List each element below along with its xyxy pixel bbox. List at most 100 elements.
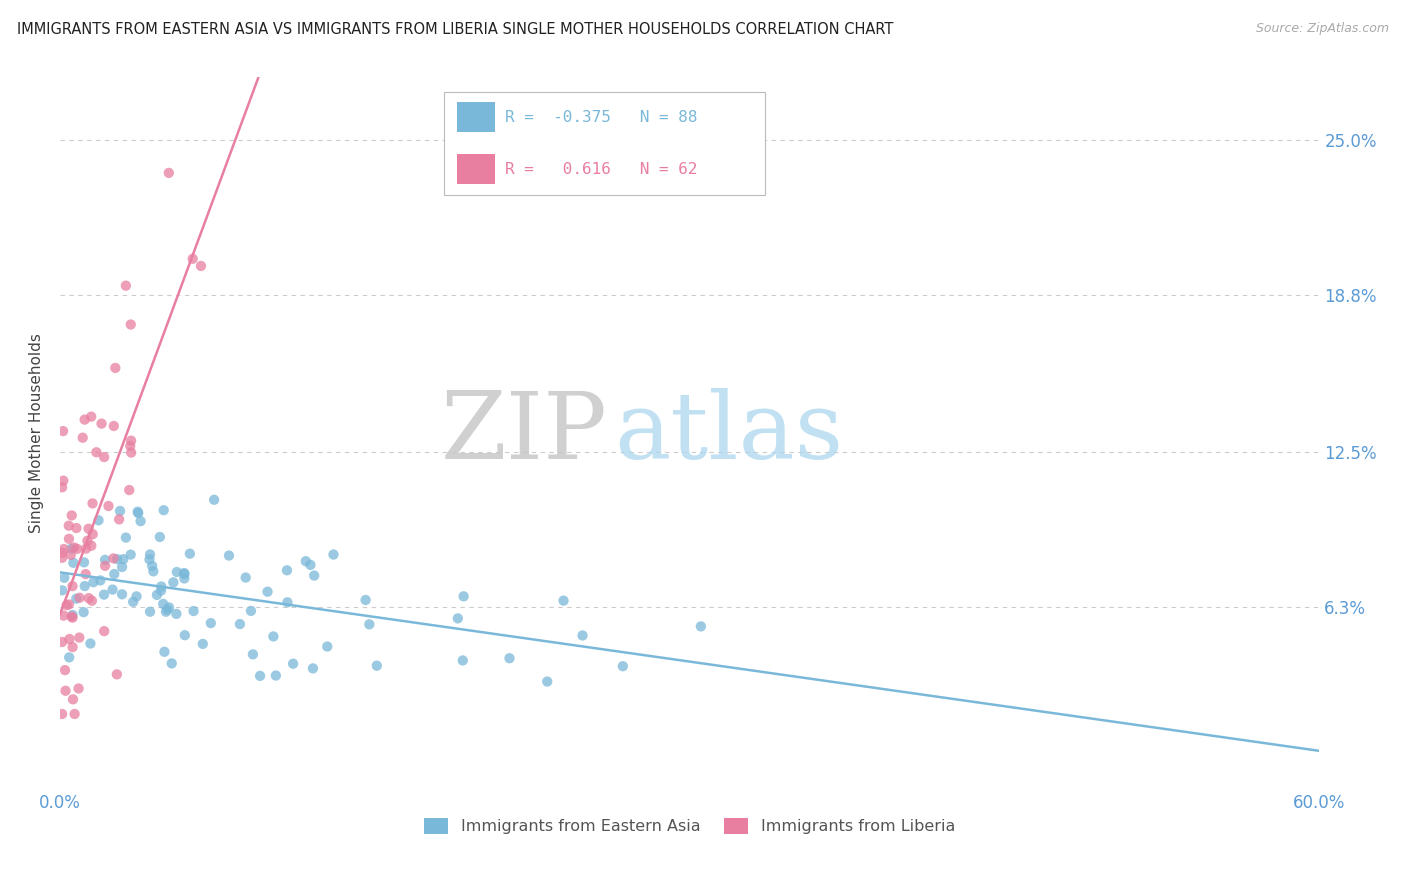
Point [75,541,97,556]
Text: IMMIGRANTS FROM EASTERN ASIA VS IMMIGRANTS FROM LIBERIA SINGLE MOTHER HOUSEHOLDS: IMMIGRANTS FROM EASTERN ASIA VS IMMIGRAN… [17,22,893,37]
Point [162,575,184,590]
Point [63,706,86,721]
Y-axis label: Single Mother Households: Single Mother Households [30,334,44,533]
Point [152,503,174,517]
Point [451,653,474,667]
Point [67,681,90,696]
Point [157,600,180,615]
Point [80,593,103,607]
Point [53,571,76,585]
Point [103,567,125,582]
Point [103,419,125,434]
FancyBboxPatch shape [457,154,495,184]
Point [51,480,73,494]
Point [52,474,75,488]
Point [58,598,80,612]
Point [141,558,163,573]
Point [256,584,278,599]
Point [122,595,145,609]
Point [173,566,195,581]
Point [105,552,128,566]
Point [142,565,165,579]
Point [120,434,142,448]
Point [55,683,77,698]
Point [108,512,131,526]
Point [82,496,104,510]
Text: R =  -0.375   N = 88: R = -0.375 N = 88 [505,110,697,125]
Point [93,588,115,602]
Point [77,522,100,536]
Point [94,558,117,573]
Point [153,645,176,659]
Point [82,527,104,541]
Point [498,651,520,665]
Point [165,607,187,621]
Point [242,648,264,662]
Point [51,635,73,649]
Point [359,617,381,632]
Point [76,533,98,548]
Point [156,602,179,616]
Point [89,574,111,588]
Point [179,547,201,561]
Text: ZIP: ZIP [441,388,607,478]
Point [66,541,89,556]
Point [218,549,240,563]
Point [173,628,195,642]
Point [173,566,195,580]
Point [276,563,298,577]
Point [80,539,103,553]
Point [295,554,318,568]
Point [200,616,222,631]
Point [115,531,138,545]
Point [157,166,180,180]
Point [689,619,711,633]
Text: atlas: atlas [614,388,844,478]
Point [281,657,304,671]
Point [453,590,475,604]
Point [202,492,225,507]
Point [129,514,152,528]
Point [155,605,177,619]
Point [63,541,86,555]
Point [62,692,84,706]
Point [235,570,257,584]
Point [354,593,377,607]
Point [127,505,149,519]
Point [52,424,75,438]
Point [249,669,271,683]
Point [111,560,134,574]
Point [160,657,183,671]
Point [101,582,124,597]
Point [103,551,125,566]
Text: R =   0.616   N = 62: R = 0.616 N = 62 [505,161,697,177]
Point [181,252,204,266]
Point [120,445,142,459]
Point [97,499,120,513]
Point [120,318,142,332]
Point [58,632,80,646]
Point [553,593,575,607]
Point [59,548,82,562]
Point [150,583,173,598]
Point [166,565,188,579]
Point [104,360,127,375]
Point [127,506,149,520]
Point [69,591,91,605]
Point [73,412,96,426]
Point [366,658,388,673]
Point [276,595,298,609]
Point [139,548,162,562]
Point [105,667,128,681]
Point [58,532,80,546]
Point [53,663,76,677]
Point [58,518,80,533]
Point [77,591,100,606]
Point [139,605,162,619]
Point [65,521,87,535]
Point [62,579,84,593]
Point [62,607,84,622]
Point [75,567,97,582]
Point [87,513,110,527]
Point [302,568,325,582]
